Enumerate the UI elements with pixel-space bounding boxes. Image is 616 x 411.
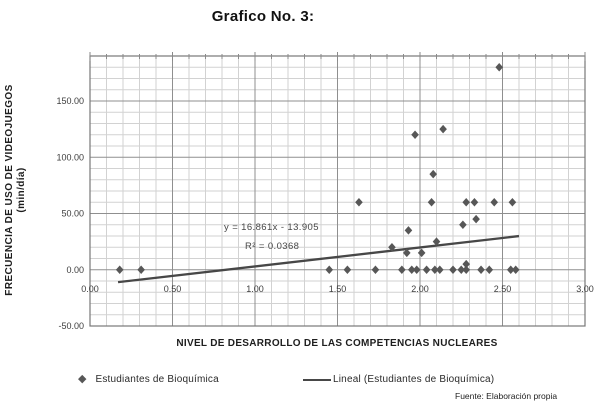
- data-point: [485, 265, 494, 275]
- y-tick-label: 100.00: [56, 152, 84, 162]
- diamond-marker-icon: ◆: [78, 373, 87, 385]
- data-point: [472, 214, 480, 224]
- y-tick-label: 50.00: [61, 209, 84, 219]
- legend-item-scatter: ◆ Estudiantes de Bioquímica: [78, 373, 219, 386]
- data-point: [422, 265, 431, 275]
- trendline-r2-label: R² = 0.0368: [245, 241, 300, 252]
- trendline-segment: [117, 234, 520, 284]
- gridlines-major: [90, 56, 585, 326]
- y-tick-label: 150.00: [56, 96, 84, 106]
- data-point: [417, 248, 426, 258]
- data-point: [477, 265, 485, 275]
- data-point: [490, 197, 499, 207]
- y-tick-label: 0.00: [66, 265, 84, 275]
- x-tick-label: 2.00: [411, 284, 429, 294]
- data-point: [508, 197, 517, 207]
- data-point: [462, 197, 470, 207]
- trendline-sample-icon: [303, 378, 331, 381]
- data-point: [506, 265, 515, 275]
- data-point: [355, 197, 363, 207]
- data-point: [432, 237, 441, 246]
- trendline-equation-label: y = 16.861x - 13.905: [224, 222, 319, 233]
- data-point: [431, 265, 439, 275]
- source-note: Fuente: Elaboración propia: [455, 391, 558, 401]
- top-axis-ticks: [89, 52, 586, 61]
- x-tick-label: 0.50: [164, 284, 182, 294]
- y-tick-label: -50.00: [58, 321, 84, 331]
- x-tick-label: 1.00: [246, 284, 264, 294]
- scatter-points: [115, 62, 520, 275]
- legend-item-trendline: Lineal (Estudiantes de Bioquímica): [303, 374, 494, 385]
- y-axis-title-line2: (min/día): [16, 167, 27, 213]
- data-point: [407, 265, 416, 275]
- legend-label-trendline: Lineal (Estudiantes de Bioquímica): [333, 374, 495, 385]
- y-axis-title: FRECUENCIA DE USO DE VIDEOJUEGOS (min/dí…: [4, 65, 38, 315]
- data-point: [411, 130, 419, 140]
- data-point: [429, 169, 437, 179]
- x-axis-title: NIVEL DE DESARROLLO DE LAS COMPETENCIAS …: [176, 338, 498, 349]
- data-point: [436, 265, 444, 275]
- data-point: [137, 265, 145, 275]
- x-tick-label: 3.00: [576, 284, 594, 294]
- data-point: [495, 62, 503, 72]
- chart-title: Grafico No. 3:: [211, 8, 315, 25]
- x-tick-label: 1.50: [329, 284, 347, 294]
- data-point: [457, 265, 466, 275]
- data-point: [403, 248, 411, 258]
- legend: ◆ Estudiantes de Bioquímica Lineal (Estu…: [0, 374, 616, 390]
- data-point: [412, 265, 421, 275]
- data-point: [511, 265, 520, 275]
- data-point: [398, 265, 406, 275]
- data-point: [462, 265, 470, 275]
- data-point: [371, 265, 380, 275]
- y-axis-title-line1: FRECUENCIA DE USO DE VIDEOJUEGOS: [4, 84, 15, 296]
- data-point: [449, 265, 457, 275]
- data-point: [115, 265, 124, 275]
- trendline: [117, 234, 520, 284]
- axis-tick-labels: 150.00 100.00 50.00 0.00 -50.00 0.00 0.50 1.00 1…: [56, 96, 593, 331]
- data-point: [470, 197, 479, 207]
- data-point: [462, 259, 470, 269]
- data-point: [404, 226, 413, 235]
- data-point: [325, 265, 334, 275]
- data-point: [343, 265, 352, 275]
- data-point: [427, 197, 436, 207]
- data-point: [439, 124, 447, 134]
- data-point: [388, 242, 396, 252]
- legend-label-scatter: Estudiantes de Bioquímica: [95, 374, 219, 385]
- data-point: [459, 220, 467, 230]
- x-tick-label: 0.00: [81, 284, 99, 294]
- x-tick-label: 2.50: [494, 284, 512, 294]
